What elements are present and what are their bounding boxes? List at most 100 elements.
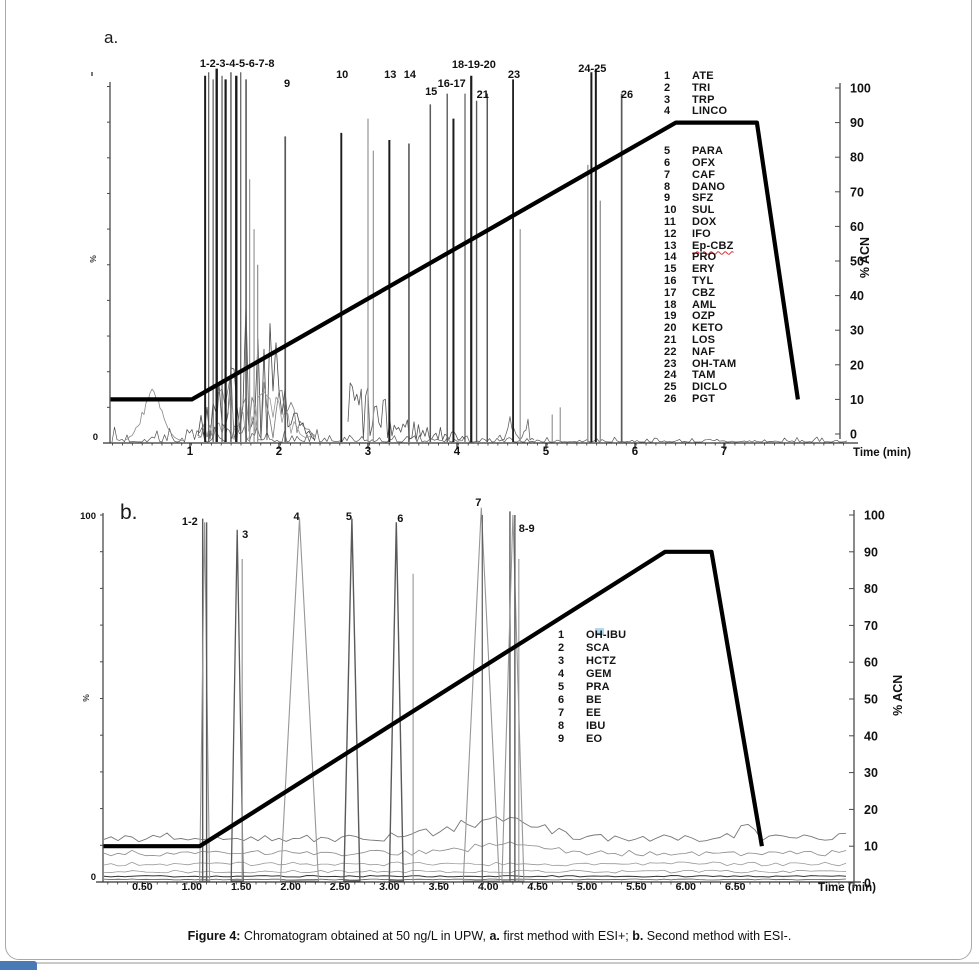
legend-item: 19 OZP bbox=[664, 310, 736, 322]
svg-text:3.00: 3.00 bbox=[379, 881, 400, 893]
svg-text:30: 30 bbox=[850, 324, 864, 338]
legend-item-number: 5 bbox=[558, 681, 565, 693]
svg-text:40: 40 bbox=[864, 729, 878, 743]
svg-text:80: 80 bbox=[850, 151, 864, 165]
svg-text:100: 100 bbox=[864, 509, 885, 523]
legend-item-number: 19 bbox=[664, 310, 677, 323]
caption-text-3: Second method with ESI-. bbox=[643, 929, 792, 943]
legend-item: 4 LINCO bbox=[664, 105, 736, 117]
legend-item: 5 PRA bbox=[558, 681, 626, 694]
legend-item: 6 OFX bbox=[664, 157, 736, 169]
svg-text:1-2: 1-2 bbox=[182, 516, 198, 528]
svg-text:5.00: 5.00 bbox=[577, 881, 598, 893]
legend-item-number: 1 bbox=[558, 629, 565, 641]
legend-item-number: 7 bbox=[558, 707, 565, 719]
legend-item: 12 IFO bbox=[664, 228, 736, 240]
legend-item-number: 25 bbox=[664, 381, 677, 394]
legend-item-name: DANO bbox=[692, 180, 726, 193]
legend-item-number: 1 bbox=[664, 70, 671, 82]
svg-text:0: 0 bbox=[850, 428, 857, 442]
svg-text:6: 6 bbox=[632, 446, 638, 458]
svg-text:0: 0 bbox=[93, 432, 98, 443]
legend-item-name: AML bbox=[692, 298, 717, 311]
svg-text:2.50: 2.50 bbox=[330, 881, 351, 893]
svg-text:%: % bbox=[88, 255, 98, 263]
legend-item: 7 CAF bbox=[664, 169, 736, 181]
svg-text:4: 4 bbox=[454, 446, 461, 458]
svg-text:6: 6 bbox=[397, 513, 403, 525]
svg-text:10: 10 bbox=[850, 393, 864, 407]
legend-item-number: 24 bbox=[664, 369, 677, 382]
legend-item-name: OH-TAM bbox=[692, 357, 737, 370]
svg-text:4: 4 bbox=[293, 511, 300, 523]
legend-item-number: 4 bbox=[558, 668, 565, 680]
svg-text:14: 14 bbox=[404, 69, 417, 81]
svg-text:0: 0 bbox=[91, 872, 96, 883]
legend-item: 17 CBZ bbox=[664, 287, 736, 299]
caption-bold-a: a. bbox=[489, 929, 500, 943]
legend-item: 16 TYL bbox=[664, 275, 736, 287]
svg-text:2.00: 2.00 bbox=[280, 881, 301, 893]
legend-item-number: 2 bbox=[664, 81, 671, 94]
legend-item: 1 ATE bbox=[664, 70, 736, 82]
svg-text:80: 80 bbox=[864, 582, 878, 596]
legend-item: 21 LOS bbox=[664, 334, 736, 346]
legend-item-name: HCTZ bbox=[586, 655, 617, 667]
legend-item-number: 3 bbox=[664, 93, 671, 106]
svg-text:0.50: 0.50 bbox=[132, 881, 153, 893]
legend-item-name: IFO bbox=[692, 227, 711, 240]
svg-text:100: 100 bbox=[80, 511, 96, 522]
legend-item-number: 20 bbox=[664, 322, 677, 335]
svg-text:13: 13 bbox=[384, 69, 396, 81]
legend-item: 7 EE bbox=[558, 707, 626, 720]
legend-item-name: BE bbox=[586, 694, 602, 706]
svg-text:90: 90 bbox=[864, 545, 878, 559]
svg-text:7: 7 bbox=[721, 446, 727, 458]
svg-text:4.00: 4.00 bbox=[478, 881, 499, 893]
svg-text:Time (min): Time (min) bbox=[853, 447, 911, 459]
legend-item-number: 4 bbox=[664, 105, 671, 118]
legend-item-number: 12 bbox=[664, 227, 677, 240]
svg-text:5: 5 bbox=[346, 511, 352, 523]
svg-text:% ACN: % ACN bbox=[891, 675, 905, 716]
legend-item: 8 IBU bbox=[558, 720, 626, 733]
legend-item-name: OH-IBU bbox=[586, 629, 627, 641]
svg-text:18-19-20: 18-19-20 bbox=[452, 59, 496, 71]
legend-item-name: CAF bbox=[692, 168, 716, 181]
legend-item-name: ERY bbox=[692, 263, 715, 276]
legend-item-number: 16 bbox=[664, 274, 677, 287]
figure-border bbox=[5, 0, 972, 960]
legend-item-name: GEM bbox=[586, 668, 612, 680]
legend-item-name: TYL bbox=[692, 274, 714, 287]
legend-item: 3 TRP bbox=[664, 94, 736, 106]
legend-item-number: 6 bbox=[664, 156, 671, 169]
legend-item-name: SUL bbox=[692, 204, 715, 217]
legend-item-number: 13 bbox=[664, 239, 677, 252]
legend-item-number: 9 bbox=[558, 733, 565, 745]
legend-item-name: PRO bbox=[692, 251, 717, 264]
svg-text:% ACN: % ACN bbox=[858, 237, 872, 278]
legend-panel-a: 1 ATE 2 TRI 3 TRP 4 LINCO 5 PARA 6 OFX 7 CAF 8 DANO 9 SFZ… bbox=[664, 70, 736, 405]
svg-text:26: 26 bbox=[621, 89, 633, 101]
svg-text:30: 30 bbox=[864, 766, 878, 780]
legend-item: 18 AML bbox=[664, 299, 736, 311]
svg-text:70: 70 bbox=[850, 185, 864, 199]
caption-bold-b: b. bbox=[632, 929, 644, 943]
legend-item-name: ATE bbox=[692, 70, 714, 82]
svg-text:90: 90 bbox=[850, 116, 864, 130]
legend-item-number: 17 bbox=[664, 286, 677, 299]
svg-text:1.50: 1.50 bbox=[231, 881, 252, 893]
legend-item-number: 18 bbox=[664, 298, 677, 311]
legend-item-number: 11 bbox=[664, 215, 677, 228]
legend-item-name: NAF bbox=[692, 345, 716, 358]
legend-item-name: CBZ bbox=[692, 286, 716, 299]
legend-item: 15 ERY bbox=[664, 263, 736, 275]
legend-item: 3 HCTZ bbox=[558, 655, 626, 668]
svg-text:1-2-3-4-5-6-7-8: 1-2-3-4-5-6-7-8 bbox=[200, 58, 275, 70]
legend-item-number: 8 bbox=[664, 180, 671, 193]
svg-text:70: 70 bbox=[864, 619, 878, 633]
svg-text:8-9: 8-9 bbox=[519, 523, 535, 535]
svg-text:50: 50 bbox=[850, 255, 864, 269]
legend-item-name: LINCO bbox=[692, 105, 728, 118]
legend-item: 26 PGT bbox=[664, 393, 736, 405]
